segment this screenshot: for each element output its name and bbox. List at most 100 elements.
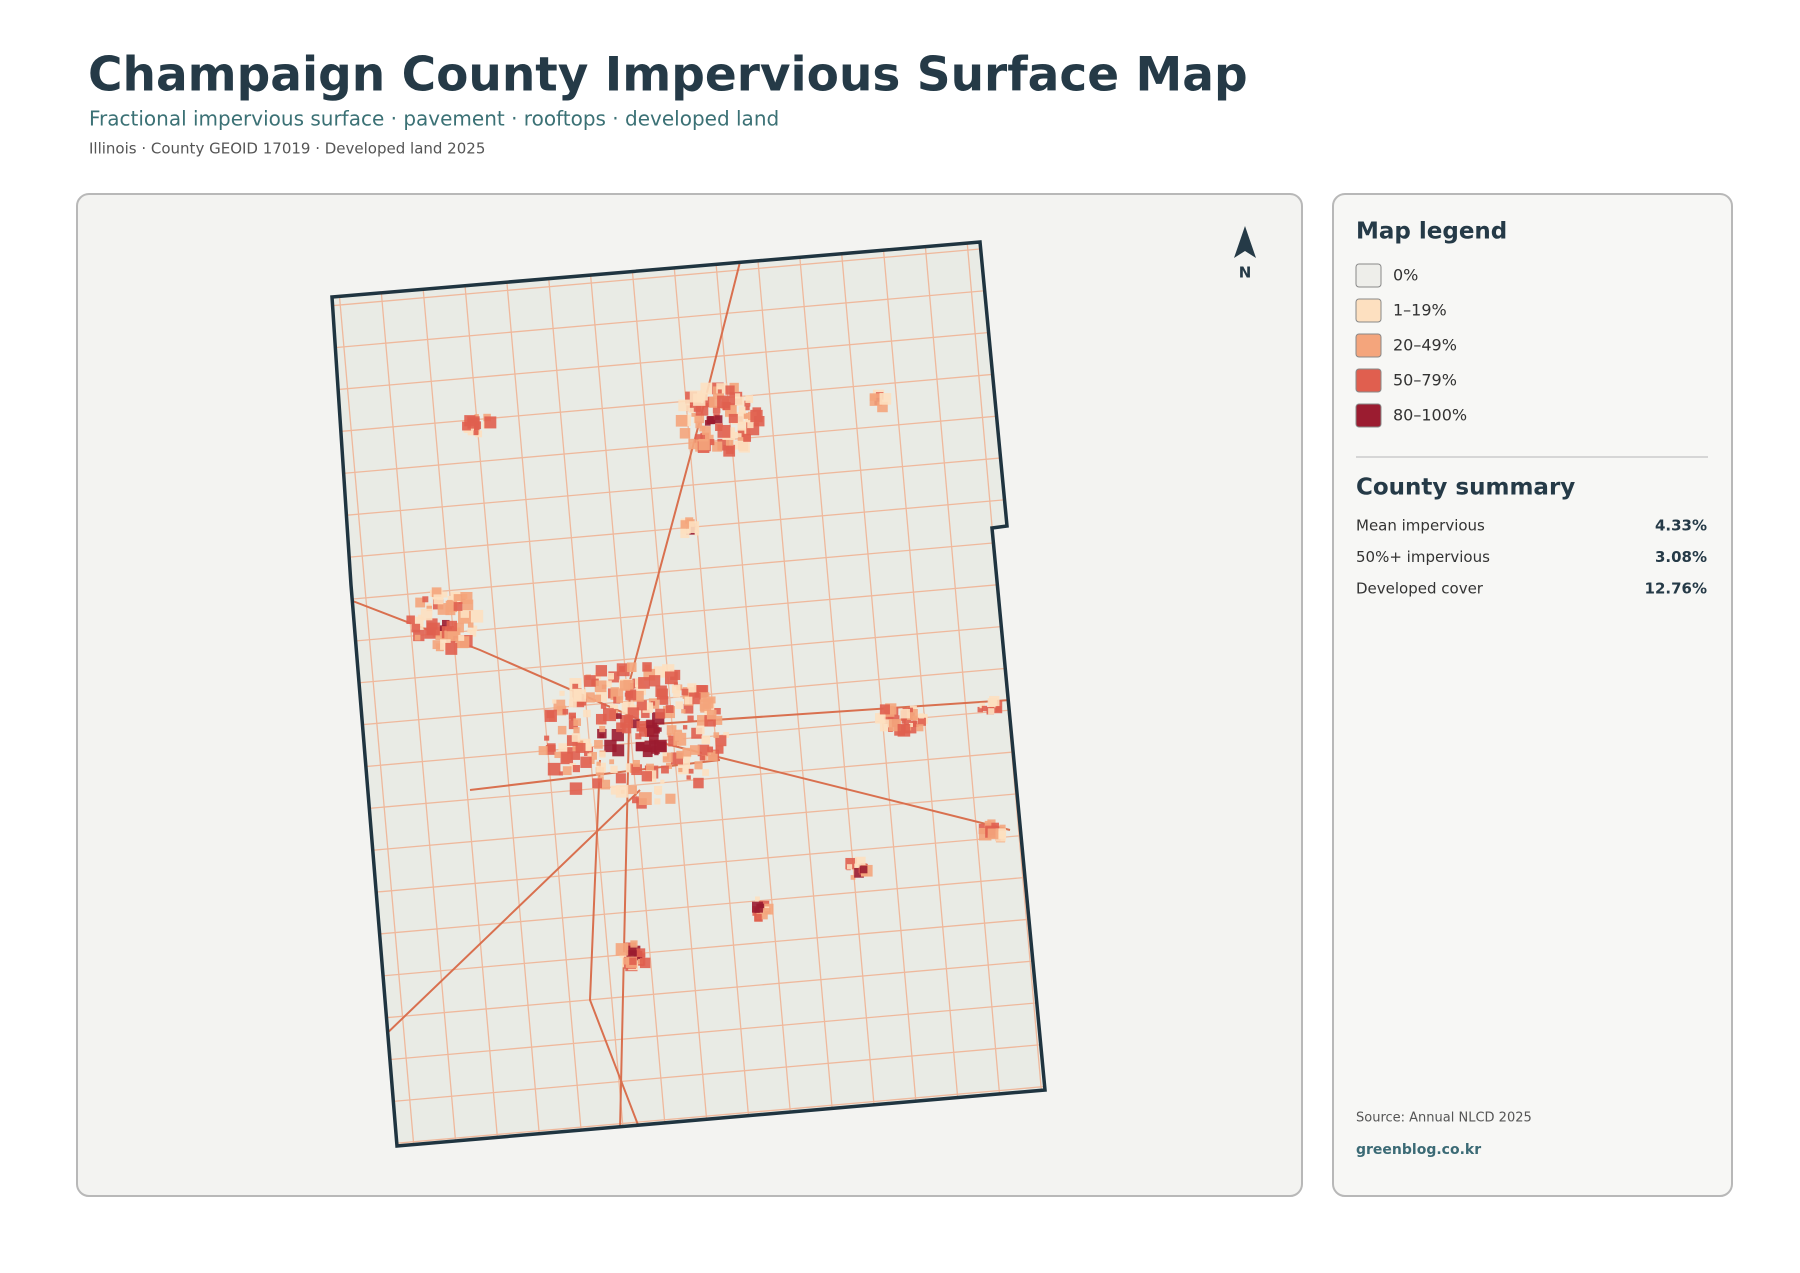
- legend-label: 1–19%: [1393, 301, 1447, 320]
- urban-pixel: [916, 724, 924, 732]
- urban-pixel: [484, 416, 497, 429]
- urban-pixel: [709, 396, 721, 408]
- urban-pixel: [628, 785, 637, 795]
- urban-pixel: [626, 950, 637, 961]
- urban-pixel: [589, 758, 595, 765]
- urban-pixel: [625, 689, 637, 701]
- road: [370, 242, 468, 1146]
- urban-pixel: [638, 792, 652, 806]
- urban-pixel: [990, 697, 997, 704]
- road: [495, 242, 594, 1146]
- urban-pixel: [695, 403, 709, 416]
- urban-pixel: [694, 413, 705, 424]
- urban-pixel: [552, 699, 557, 704]
- road: [788, 242, 887, 1146]
- urban-pixel: [610, 765, 618, 774]
- north-label: N: [1239, 264, 1252, 282]
- urban-pixel: [683, 755, 691, 763]
- road: [332, 1073, 1045, 1146]
- urban-pixel: [571, 733, 581, 742]
- urban-pixel: [462, 599, 474, 611]
- urban-pixel: [725, 438, 734, 446]
- urban-pixel: [846, 864, 853, 870]
- urban-pixel: [554, 751, 561, 759]
- urban-pixel: [699, 692, 710, 703]
- summary-label: Mean impervious: [1356, 517, 1485, 535]
- urban-pixel: [875, 713, 886, 724]
- urban-pixel: [635, 733, 642, 740]
- urban-pixel: [630, 940, 638, 948]
- urban-pixel: [697, 744, 710, 757]
- urban-pixel: [599, 725, 606, 733]
- urban-pixel: [679, 428, 691, 439]
- urban-pixel: [431, 587, 442, 598]
- legend-label: 0%: [1393, 266, 1418, 285]
- urban-pixel: [682, 747, 692, 757]
- urban-pixel: [655, 708, 666, 719]
- urban-pixel: [446, 620, 458, 632]
- urban-pixel: [879, 393, 892, 405]
- urban-pixel: [609, 703, 616, 710]
- urban-pixel: [636, 948, 646, 957]
- road: [332, 864, 1045, 945]
- urban-pixel: [435, 643, 444, 652]
- urban-pixel: [595, 713, 607, 725]
- urban-pixel: [458, 634, 465, 641]
- urban-pixel: [675, 701, 684, 710]
- urban-pixel: [646, 725, 659, 737]
- urban-pixel: [725, 385, 735, 395]
- urban-pixel: [756, 908, 768, 920]
- urban-pixel: [592, 778, 603, 789]
- urban-pixel: [619, 666, 625, 672]
- urban-pixel: [717, 389, 722, 394]
- urban-pixel: [612, 744, 625, 757]
- urban-pixel: [660, 779, 665, 784]
- road: [412, 242, 510, 1146]
- road: [332, 948, 1045, 1028]
- urban-pixel: [435, 631, 445, 641]
- urban-pixel: [474, 414, 479, 419]
- urban-pixel: [584, 747, 594, 757]
- urban-pixel: [553, 699, 566, 712]
- road: [332, 404, 1045, 484]
- road: [705, 242, 803, 1146]
- urban-pixel: [654, 798, 661, 805]
- urban-pixel: [646, 719, 655, 729]
- urban-pixel: [877, 401, 888, 413]
- urban-pixel: [695, 421, 703, 429]
- urban-pixel: [686, 775, 691, 780]
- summary-label: Developed cover: [1356, 580, 1484, 598]
- urban-pixel: [869, 393, 883, 406]
- title: Champaign County Impervious Surface Map: [88, 48, 1248, 103]
- urban-pixel: [995, 706, 1002, 712]
- urban-pixel: [616, 713, 622, 719]
- urban-pixel: [621, 724, 632, 734]
- urban-pixel: [623, 957, 631, 965]
- urban-pixel: [572, 683, 579, 690]
- urban-pixel: [702, 769, 709, 776]
- legend-swatch: [1355, 298, 1382, 323]
- urban-pixel: [460, 609, 469, 618]
- urban-pixel: [629, 957, 637, 965]
- urban-pixel: [642, 747, 653, 758]
- urban-pixel: [743, 434, 752, 442]
- legend-label: 50–79%: [1393, 371, 1457, 390]
- urban-pixel: [643, 668, 656, 681]
- urban-pixel: [544, 709, 557, 722]
- urban-pixel: [615, 943, 629, 956]
- urban-pixel: [850, 875, 856, 880]
- urban-pixel: [745, 406, 750, 411]
- urban-pixel: [738, 441, 750, 453]
- road: [332, 780, 1045, 861]
- urban-pixel: [682, 725, 688, 730]
- urban-pixel: [885, 703, 897, 715]
- urban-pixel: [638, 677, 650, 689]
- urban-pixel: [632, 690, 644, 702]
- urban-pixel: [722, 402, 731, 410]
- urban-pixel: [987, 828, 999, 840]
- urban-pixel: [723, 732, 730, 738]
- urban-pixel: [594, 680, 607, 693]
- urban-pixel: [879, 719, 892, 732]
- urban-pixel: [595, 665, 608, 677]
